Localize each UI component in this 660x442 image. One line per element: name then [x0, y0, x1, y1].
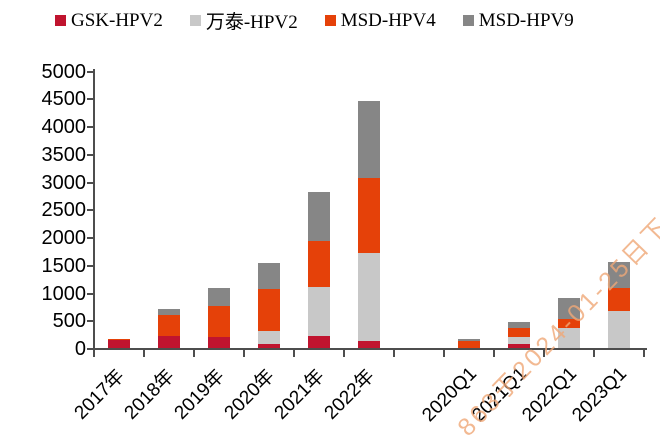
x-axis-tick	[393, 350, 395, 357]
bar-segment-2022年-gsk-hpv2	[358, 341, 380, 348]
y-tick-label: 3500	[41, 143, 87, 166]
bar-segment-2022年-msd-hpv4	[358, 177, 380, 254]
bar-segment-2021Q1-msd-hpv9	[508, 322, 530, 329]
x-axis-tick	[243, 350, 245, 357]
y-tick-label: 1000	[41, 282, 87, 305]
x-axis-tick	[593, 350, 595, 357]
y-axis-tick	[87, 292, 93, 295]
bar-segment-2022Q1-msd-hpv9	[558, 298, 580, 320]
bar-segment-2020年-msd-hpv4	[258, 288, 280, 331]
x-axis-tick	[93, 350, 95, 357]
x-axis-tick	[193, 350, 195, 357]
y-axis-tick	[87, 237, 93, 240]
y-tick-label: 4500	[41, 88, 87, 111]
legend-label: GSK-HPV2	[71, 9, 163, 31]
bar-segment-2018年-msd-hpv9	[158, 308, 180, 316]
x-axis-tick	[143, 350, 145, 357]
y-tick-label: 4000	[41, 116, 87, 139]
y-tick-label: 500	[52, 310, 86, 333]
bar-segment-2022Q1-msd-hpv4	[558, 319, 580, 329]
y-axis-tick	[87, 264, 93, 267]
y-axis-tick	[87, 98, 93, 101]
x-axis-tick	[543, 350, 545, 357]
legend-label: MSD-HPV4	[340, 9, 436, 31]
bar-segment-2017年-msd-hpv4	[108, 338, 130, 341]
bar-segment-2023Q1-msd-hpv9	[608, 262, 630, 288]
bar-segment-2020年-msd-hpv9	[258, 262, 280, 289]
bar-segment-2018年-msd-hpv4	[158, 315, 180, 337]
bar-segment-2021年-gsk-hpv2	[308, 335, 330, 348]
y-axis-line	[93, 68, 95, 350]
bar-segment-2020Q1-msd-hpv9	[458, 339, 480, 342]
bar-segment-2022Q1--hpv2	[558, 328, 580, 348]
y-axis-tick	[87, 320, 93, 323]
bar-segment-2019年-gsk-hpv2	[208, 336, 230, 348]
bar-segment-2021Q1--hpv2	[508, 337, 530, 344]
bar-segment-2021年--hpv2	[308, 286, 330, 336]
x-axis-tick	[343, 350, 345, 357]
bar-segment-2022年-msd-hpv9	[358, 101, 380, 178]
x-axis-tick	[493, 350, 495, 357]
bar-segment-2017年-gsk-hpv2	[108, 340, 130, 348]
bar-segment-2020年--hpv2	[258, 330, 280, 344]
legend: GSK-HPV2 万泰-HPV2 MSD-HPV4 MSD-HPV9	[55, 7, 574, 34]
bar-segment-2021Q1-gsk-hpv2	[508, 343, 530, 348]
y-tick-label: 2000	[41, 227, 87, 250]
x-axis-tick	[293, 350, 295, 357]
x-axis-tick	[443, 350, 445, 357]
legend-item-msd-hpv9: MSD-HPV9	[462, 9, 574, 32]
legend-item-msd-hpv4: MSD-HPV4	[324, 9, 436, 32]
bar-segment-2019年-msd-hpv4	[208, 306, 230, 337]
y-axis-tick	[87, 70, 93, 73]
bar-segment-2020年-gsk-hpv2	[258, 343, 280, 348]
y-tick-label: 3000	[41, 171, 87, 194]
y-axis-tick	[87, 209, 93, 212]
legend-item--hpv2: 万泰-HPV2	[189, 7, 298, 34]
bar-segment-2019年-msd-hpv9	[208, 287, 230, 307]
y-tick-label: 1500	[41, 254, 87, 277]
y-tick-label: 5000	[41, 60, 87, 83]
bar-segment-2022年--hpv2	[358, 253, 380, 342]
bar-segment-2023Q1--hpv2	[608, 311, 630, 348]
legend-label: MSD-HPV9	[478, 9, 574, 31]
bar-segment-2018年-gsk-hpv2	[158, 336, 180, 348]
bar-segment-2021年-msd-hpv4	[308, 241, 330, 287]
y-axis-tick	[87, 181, 93, 184]
y-axis-tick	[87, 126, 93, 129]
bar-segment-2021年-msd-hpv9	[308, 192, 330, 242]
y-axis-tick	[87, 348, 93, 350]
msd-hpv9-swatch	[462, 15, 474, 26]
bar-segment-2023Q1-msd-hpv4	[608, 287, 630, 312]
legend-item-gsk-hpv2: GSK-HPV2	[55, 10, 163, 32]
x-axis-tick	[643, 350, 645, 357]
bar-segment-2021Q1-msd-hpv4	[508, 328, 530, 338]
bar-segment-2020Q1-msd-hpv4	[458, 341, 480, 348]
wantai-hpv2-swatch	[189, 15, 201, 26]
gsk-hpv2-swatch	[55, 15, 66, 26]
legend-label: 万泰-HPV2	[205, 12, 298, 33]
msd-hpv4-swatch	[324, 15, 336, 26]
y-tick-label: 2500	[41, 199, 87, 222]
y-tick-label: 0	[74, 338, 86, 360]
x-axis-line	[93, 348, 647, 350]
y-axis-tick	[87, 153, 93, 156]
